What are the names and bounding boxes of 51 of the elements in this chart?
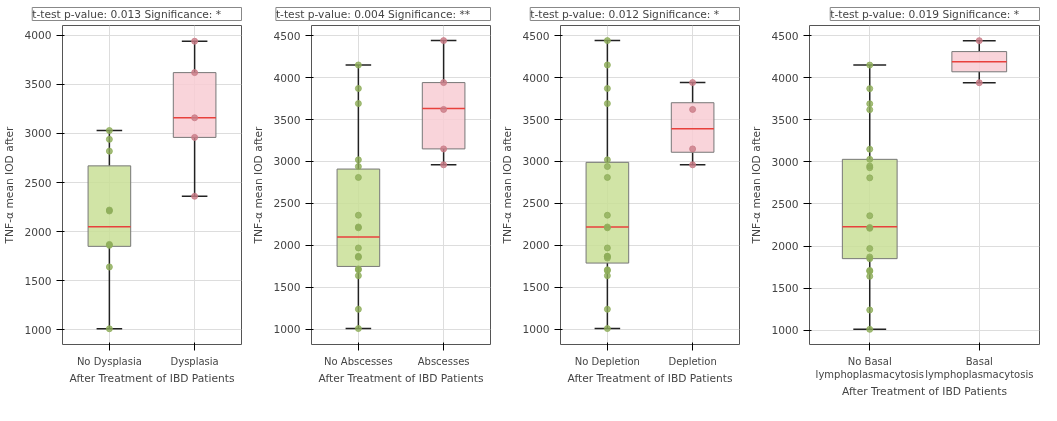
x-tick-label: Dysplasia	[170, 355, 219, 367]
y-tick-label: 1500	[522, 281, 550, 295]
y-tick-label: 4000	[771, 71, 799, 85]
x-tick-label: No Basal lymphoplasmacytosis	[815, 355, 924, 380]
y-tick-label: 4500	[771, 29, 799, 43]
y-tick-label: 1500	[24, 274, 52, 288]
y-tick-label: 4500	[273, 29, 301, 43]
y-tick-label: 2000	[273, 239, 301, 253]
y-tick-label: 2000	[771, 240, 799, 254]
x-tick-label: Depletion	[668, 355, 717, 367]
x-tick-label: Abscesses	[417, 355, 470, 367]
x-tick-label: No Dysplasia	[76, 355, 142, 367]
y-tick-label: 3000	[771, 155, 799, 169]
y-tick-label: 1000	[522, 323, 550, 337]
y-tick-label: 3500	[24, 78, 52, 92]
y-tick-label: 2000	[522, 239, 550, 253]
y-tick-label: 2500	[273, 197, 301, 211]
x-tick-label: Basal lymphoplasmacytosis	[925, 355, 1034, 380]
y-tick-label: 3500	[273, 113, 301, 127]
y-tick-label: 2500	[771, 197, 799, 211]
y-axis-title: TNF-α mean IOD after	[750, 125, 764, 245]
y-axis-title: TNF-α mean IOD after	[3, 125, 17, 245]
x-axis-title: After Treatment of IBD Patients	[842, 384, 1008, 398]
text: t-test p-value: 0.012 Significance: *	[530, 7, 720, 21]
y-tick-label: 4000	[273, 71, 301, 85]
y-tick-label: 2500	[522, 197, 550, 211]
y-tick-label: 4500	[522, 29, 550, 43]
text: t-test p-value: 0.013 Significance: *	[32, 7, 222, 21]
y-tick-label: 4000	[522, 71, 550, 85]
y-tick-label: 1500	[273, 281, 301, 295]
x-axis-title: After Treatment of IBD Patients	[567, 371, 733, 385]
y-tick-label: 3000	[273, 155, 301, 169]
x-tick-label: No Abscesses	[324, 355, 393, 367]
y-tick-label: 1500	[771, 282, 799, 296]
y-tick-label: 1000	[273, 323, 301, 337]
y-axis-title: TNF-α mean IOD after	[501, 125, 515, 245]
y-tick-label: 3000	[24, 127, 52, 141]
y-tick-label: 3500	[522, 113, 550, 127]
text: t-test p-value: 0.019 Significance: *	[830, 7, 1020, 21]
text: t-test p-value: 0.004 Significance: **	[275, 7, 471, 21]
x-axis-title: After Treatment of IBD Patients	[69, 371, 235, 385]
y-tick-label: 1000	[771, 324, 799, 338]
x-axis-title: After Treatment of IBD Patients	[318, 371, 484, 385]
y-tick-label: 2500	[24, 176, 52, 190]
y-tick-label: 4000	[24, 29, 52, 43]
y-tick-label: 2000	[24, 225, 52, 239]
y-tick-label: 3000	[522, 155, 550, 169]
y-tick-label: 1000	[24, 323, 52, 337]
y-axis-title: TNF-α mean IOD after	[252, 125, 266, 245]
y-tick-label: 3500	[771, 113, 799, 127]
x-tick-label: No Depletion	[574, 355, 640, 367]
